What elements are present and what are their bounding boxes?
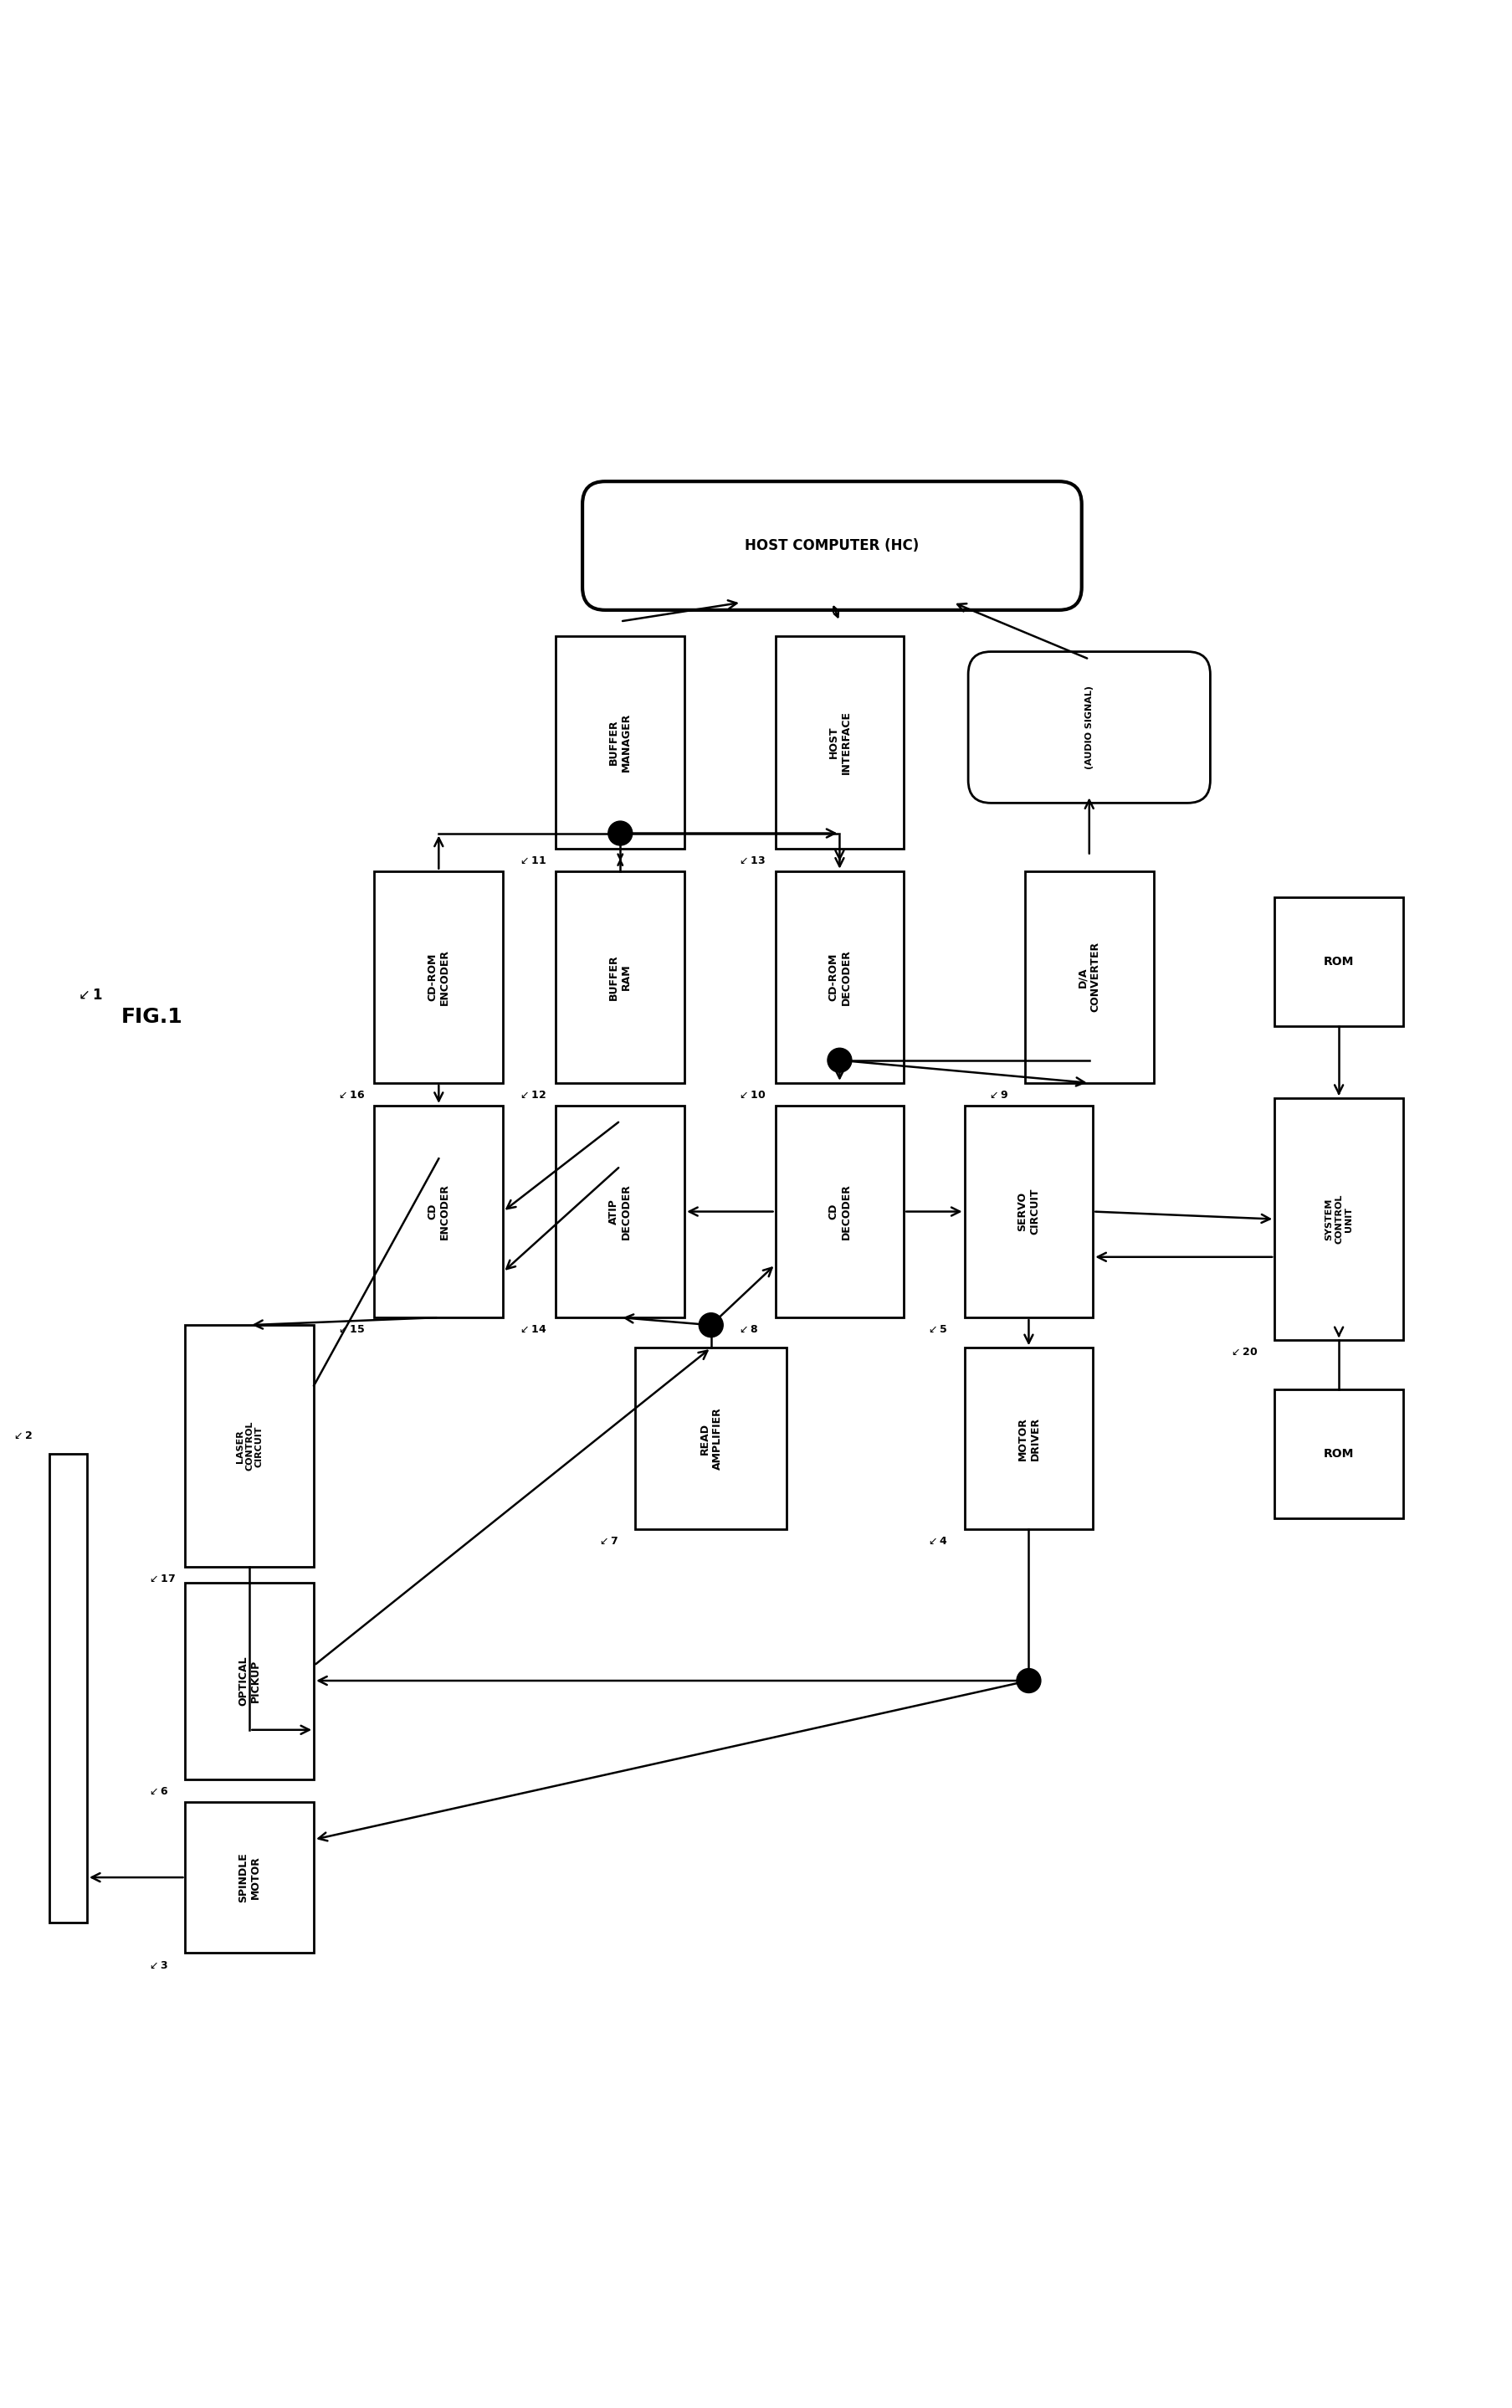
Text: $\swarrow$16: $\swarrow$16	[336, 1091, 364, 1100]
Text: $\swarrow$4: $\swarrow$4	[925, 1536, 948, 1546]
FancyBboxPatch shape	[635, 1348, 786, 1529]
FancyBboxPatch shape	[556, 636, 683, 848]
Text: $\swarrow$14: $\swarrow$14	[517, 1324, 546, 1334]
Circle shape	[608, 821, 632, 845]
FancyBboxPatch shape	[50, 1454, 88, 1924]
Text: D/A
CONVERTER: D/A CONVERTER	[1077, 942, 1101, 1011]
FancyBboxPatch shape	[968, 653, 1210, 802]
Circle shape	[699, 1312, 723, 1336]
Text: SYSTEM
CONTROL
UNIT: SYSTEM CONTROL UNIT	[1325, 1194, 1352, 1245]
Text: CD-ROM
ENCODER: CD-ROM ENCODER	[426, 949, 451, 1004]
FancyBboxPatch shape	[184, 1324, 314, 1568]
Text: $\swarrow$11: $\swarrow$11	[517, 855, 546, 867]
FancyBboxPatch shape	[1273, 1098, 1403, 1341]
FancyBboxPatch shape	[375, 1105, 502, 1317]
FancyBboxPatch shape	[1025, 872, 1152, 1084]
FancyBboxPatch shape	[965, 1105, 1093, 1317]
Text: FIG.1: FIG.1	[121, 1007, 183, 1026]
Text: BUFFER
MANAGER: BUFFER MANAGER	[608, 713, 632, 773]
Text: $\swarrow$20: $\swarrow$20	[1228, 1346, 1256, 1358]
Text: MOTOR
DRIVER: MOTOR DRIVER	[1016, 1416, 1040, 1459]
Text: $\swarrow$6: $\swarrow$6	[148, 1787, 169, 1796]
FancyBboxPatch shape	[556, 1105, 683, 1317]
FancyBboxPatch shape	[375, 872, 502, 1084]
Text: ROM: ROM	[1323, 1447, 1353, 1459]
Text: $\swarrow$10: $\swarrow$10	[738, 1091, 765, 1100]
FancyBboxPatch shape	[556, 872, 683, 1084]
Text: $\swarrow$3: $\swarrow$3	[148, 1960, 168, 1970]
Text: HOST COMPUTER (HC): HOST COMPUTER (HC)	[744, 539, 919, 554]
Text: $\swarrow$7: $\swarrow$7	[597, 1536, 618, 1546]
Circle shape	[1016, 1669, 1040, 1693]
Text: BUFFER
RAM: BUFFER RAM	[608, 954, 632, 999]
FancyBboxPatch shape	[776, 1105, 904, 1317]
FancyBboxPatch shape	[582, 482, 1081, 609]
FancyBboxPatch shape	[965, 1348, 1093, 1529]
FancyBboxPatch shape	[1273, 1389, 1403, 1517]
Text: $\swarrow$1: $\swarrow$1	[76, 987, 103, 1004]
Text: SERVO
CIRCUIT: SERVO CIRCUIT	[1016, 1187, 1040, 1235]
Text: $\swarrow$12: $\swarrow$12	[517, 1091, 546, 1100]
FancyBboxPatch shape	[1273, 898, 1403, 1026]
Text: $\swarrow$17: $\swarrow$17	[148, 1575, 175, 1584]
Text: OPTICAL
PICKUP: OPTICAL PICKUP	[237, 1657, 262, 1705]
Text: SPINDLE
MOTOR: SPINDLE MOTOR	[237, 1852, 262, 1902]
Text: $\swarrow$13: $\swarrow$13	[738, 855, 765, 867]
Text: (AUDIO SIGNAL): (AUDIO SIGNAL)	[1084, 686, 1093, 768]
FancyBboxPatch shape	[776, 636, 904, 848]
FancyBboxPatch shape	[184, 1582, 314, 1780]
Text: LASER
CONTROL
CIRCUIT: LASER CONTROL CIRCUIT	[236, 1421, 263, 1471]
Text: READ
AMPLIFIER: READ AMPLIFIER	[699, 1406, 723, 1469]
Circle shape	[827, 1047, 851, 1072]
Text: CD
DECODER: CD DECODER	[827, 1185, 851, 1240]
Text: ROM: ROM	[1323, 956, 1353, 968]
Text: $\swarrow$15: $\swarrow$15	[336, 1324, 364, 1334]
Text: CD-ROM
DECODER: CD-ROM DECODER	[827, 949, 851, 1004]
FancyBboxPatch shape	[184, 1801, 314, 1953]
Text: ATIP
DECODER: ATIP DECODER	[608, 1185, 632, 1240]
Text: $\swarrow$8: $\swarrow$8	[738, 1324, 758, 1334]
Text: HOST
INTERFACE: HOST INTERFACE	[827, 710, 851, 775]
FancyBboxPatch shape	[776, 872, 904, 1084]
Text: $\swarrow$5: $\swarrow$5	[925, 1324, 947, 1334]
Text: CD
ENCODER: CD ENCODER	[426, 1182, 451, 1240]
Text: $\swarrow$2: $\swarrow$2	[12, 1430, 32, 1440]
Text: $\swarrow$9: $\swarrow$9	[986, 1091, 1007, 1100]
